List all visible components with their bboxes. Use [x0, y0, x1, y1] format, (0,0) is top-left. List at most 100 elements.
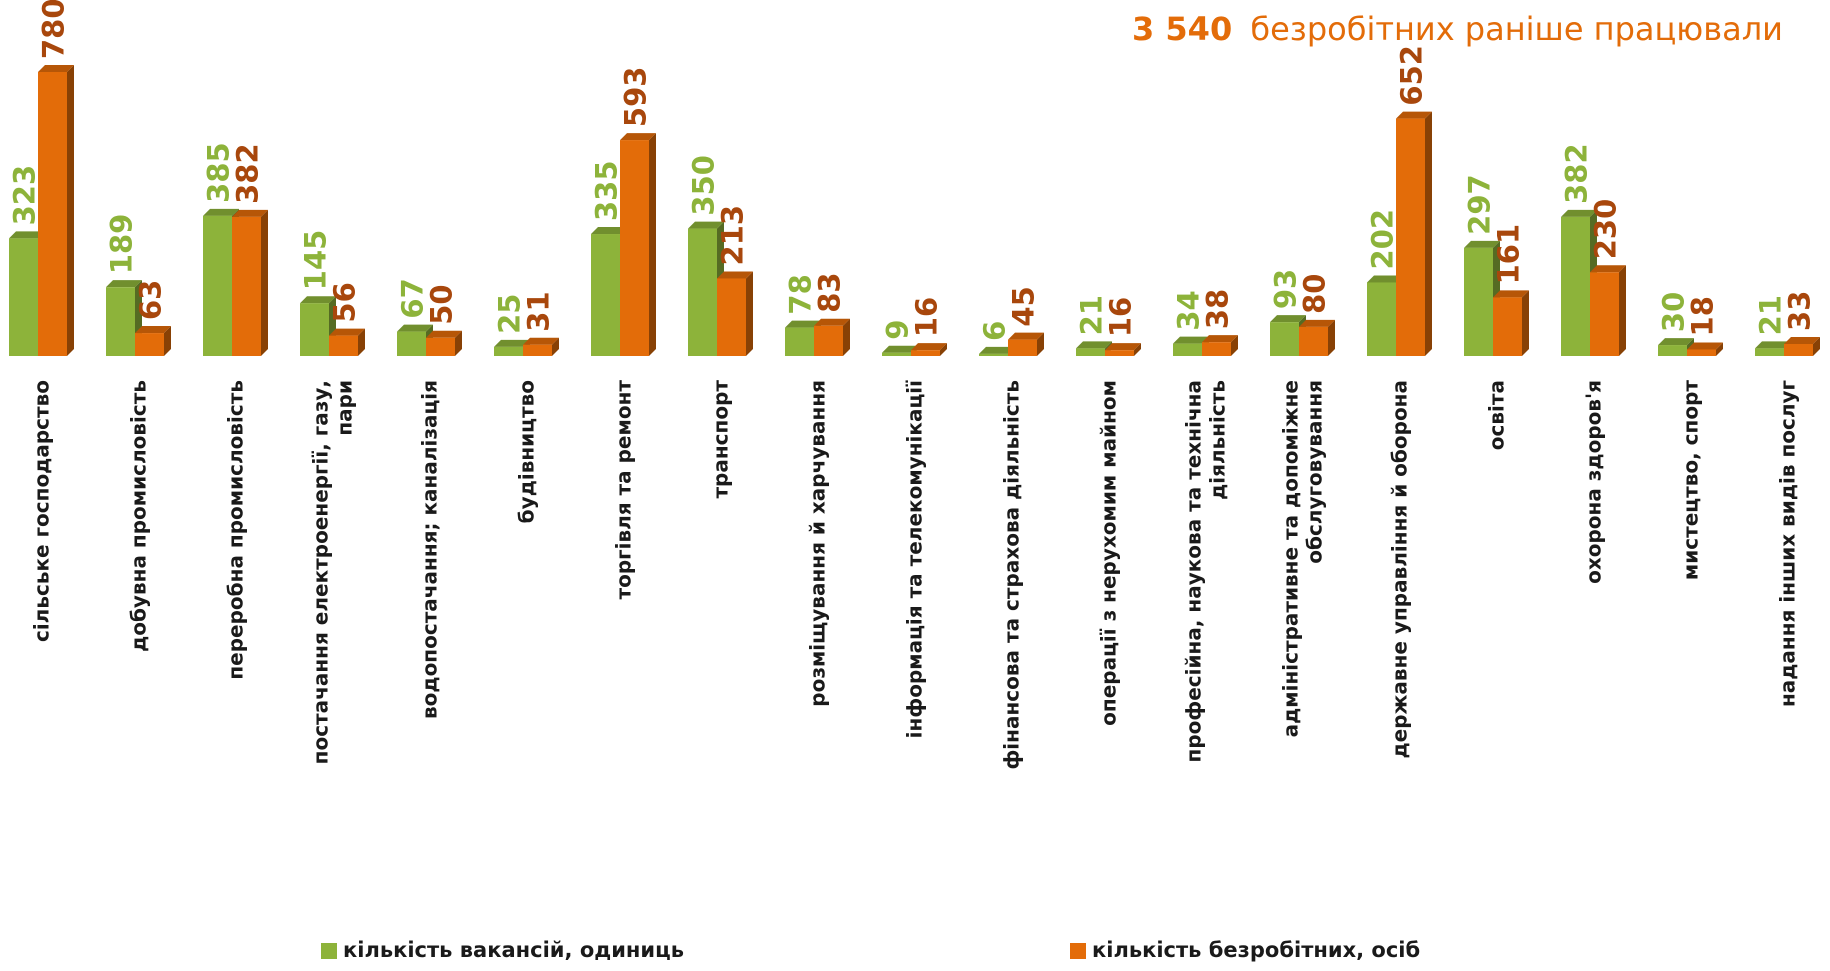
bar-top — [979, 346, 1015, 354]
x-tick-label: мистецтво, спорт — [1679, 380, 1703, 580]
value-label: 382 — [231, 143, 265, 204]
bar — [1008, 339, 1037, 356]
x-tick-label-line: надання інших видів послуг — [1776, 380, 1800, 707]
chart-title: 3 540 безробітних раніше працювали — [1132, 10, 1783, 48]
legend-swatch — [1070, 943, 1086, 959]
bar-top — [814, 318, 850, 326]
value-label: 350 — [687, 155, 721, 216]
bar — [1202, 342, 1231, 356]
bar-side — [649, 133, 656, 356]
bar-top — [300, 296, 336, 304]
value-label: 45 — [1007, 286, 1041, 326]
x-tick-label: фінансова та страхова діяльність — [1000, 380, 1024, 770]
bar — [1590, 272, 1619, 356]
bar-top — [620, 133, 656, 141]
value-label: 21 — [1754, 295, 1788, 335]
value-label: 78 — [784, 274, 818, 314]
bar-top — [1687, 342, 1723, 350]
bar-top — [494, 339, 530, 347]
x-tick-label: професійна, наукова та технічнадіяльніст… — [1182, 380, 1230, 763]
x-tick-label: розміщування й харчування — [806, 380, 830, 707]
bar — [523, 344, 552, 356]
bar — [1076, 348, 1105, 356]
legend-label: кількість вакансій, одиниць — [343, 938, 684, 962]
value-label: 145 — [299, 230, 333, 291]
value-label: 25 — [493, 294, 527, 334]
bar — [591, 234, 620, 356]
bar-top — [717, 271, 753, 279]
x-tick-label-line: освіта — [1485, 380, 1509, 450]
value-label: 652 — [1395, 45, 1429, 106]
x-tick-label: транспорт — [709, 380, 733, 499]
bar-top — [1464, 240, 1500, 248]
bar — [814, 325, 843, 356]
x-tick-label: надання інших видів послуг — [1776, 380, 1800, 707]
value-label: 161 — [1492, 224, 1526, 285]
x-tick-label-line: професійна, наукова та технічна — [1182, 380, 1206, 763]
bar-side — [1425, 111, 1432, 356]
bar — [232, 216, 261, 356]
x-tick-label: державне управління й оборона — [1388, 380, 1412, 759]
x-tick-label-line: пари — [333, 380, 357, 436]
value-label: 213 — [716, 205, 750, 266]
bar — [1270, 322, 1299, 356]
bar-top — [591, 227, 627, 235]
bar — [1367, 282, 1396, 356]
x-tick-label-line: переробна промисловість — [224, 380, 248, 680]
value-label: 63 — [134, 280, 168, 320]
bar — [397, 331, 426, 356]
bar-side — [1328, 319, 1335, 356]
x-tick-label: сільське господарство — [30, 380, 54, 642]
bar-side — [1619, 265, 1626, 356]
bar-top — [1784, 336, 1820, 344]
bar — [203, 215, 232, 356]
bar-side — [261, 209, 268, 356]
bar-top — [1202, 335, 1238, 343]
bar — [1396, 118, 1425, 356]
value-label: 83 — [813, 272, 847, 312]
bar-top — [1367, 275, 1403, 283]
value-label: 780 — [37, 0, 71, 59]
bar-side — [1522, 290, 1529, 356]
bar-top — [1008, 332, 1044, 340]
bar — [717, 278, 746, 356]
bar-top — [1173, 336, 1209, 344]
x-tick-label: переробна промисловість — [224, 380, 248, 680]
value-label: 33 — [1783, 291, 1817, 331]
x-tick-label-line: транспорт — [709, 380, 733, 499]
value-label: 230 — [1589, 199, 1623, 260]
bar-top — [882, 345, 918, 353]
x-tick-label-line: діяльність — [1206, 380, 1230, 500]
bar-top — [1105, 343, 1141, 351]
x-tick-label: постачання електроенергії, газу,пари — [309, 380, 357, 764]
bar-top — [911, 343, 947, 351]
x-tick-label-line: державне управління й оборона — [1388, 380, 1412, 759]
bar — [1658, 345, 1687, 356]
x-tick-label: операції з нерухомим майном — [1097, 380, 1121, 726]
value-label: 6 — [978, 321, 1012, 341]
x-tick-label: торгівля та ремонт — [612, 380, 636, 600]
x-tick-label-line: сільське господарство — [30, 380, 54, 642]
bar-top — [785, 320, 821, 328]
bar-side — [164, 326, 171, 356]
bar-top — [1493, 290, 1529, 298]
value-label: 21 — [1075, 295, 1109, 335]
bar — [494, 346, 523, 356]
bar-top — [135, 326, 171, 334]
bar-top — [9, 231, 45, 239]
bar — [911, 350, 940, 356]
value-label: 382 — [1560, 143, 1594, 204]
bar-top — [203, 208, 239, 216]
bar-side — [843, 318, 850, 356]
value-label: 189 — [105, 214, 139, 275]
x-tick-label-line: мистецтво, спорт — [1679, 380, 1703, 580]
bar — [1464, 247, 1493, 356]
bar — [1105, 350, 1134, 356]
bar — [620, 140, 649, 356]
x-tick-label: охорона здоров'я — [1582, 380, 1606, 584]
x-tick-label: адміністративне та допоміжнеобслуговуван… — [1279, 380, 1327, 737]
bar — [882, 352, 911, 356]
bar-top — [1658, 338, 1694, 346]
bar-top — [329, 328, 365, 336]
x-tick-label: добувна промисловість — [127, 380, 151, 652]
